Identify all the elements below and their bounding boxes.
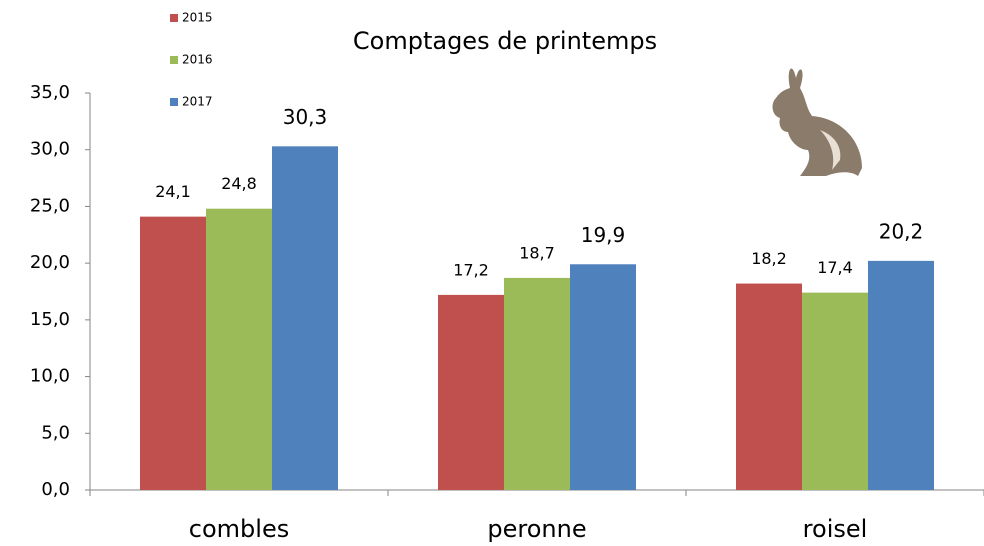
bar [736, 283, 802, 490]
chart-title: Comptages de printemps [353, 27, 657, 55]
bar [140, 216, 206, 490]
value-label: 17,2 [453, 260, 489, 279]
y-tick-label: 5,0 [41, 422, 70, 443]
value-label: 24,1 [155, 182, 191, 201]
value-label: 17,4 [817, 258, 853, 277]
hare-icon [772, 68, 862, 176]
bar [206, 208, 272, 490]
y-tick-label: 30,0 [30, 139, 70, 160]
y-tick-label: 25,0 [30, 195, 70, 216]
y-tick-label: 0,0 [41, 479, 70, 500]
bar [868, 260, 934, 490]
y-tick-label: 35,0 [30, 82, 70, 103]
legend-label: 2016 [182, 53, 213, 67]
value-label: 24,8 [221, 174, 257, 193]
legend-swatch [170, 98, 178, 106]
y-tick-label: 10,0 [30, 366, 70, 387]
legend-label: 2015 [182, 11, 213, 25]
x-tick-label: peronne [487, 515, 586, 543]
bar [570, 264, 636, 490]
bar [272, 146, 338, 490]
value-label: 30,3 [283, 105, 328, 129]
x-tick-label: roisel [803, 515, 868, 543]
value-label: 20,2 [879, 219, 924, 243]
legend-label: 2017 [182, 95, 213, 109]
bar [802, 292, 868, 490]
legend-swatch [170, 56, 178, 64]
value-label: 18,2 [751, 249, 787, 268]
x-tick-label: combles [189, 515, 289, 543]
y-tick-label: 20,0 [30, 252, 70, 273]
legend-swatch [170, 14, 178, 22]
y-tick-label: 15,0 [30, 309, 70, 330]
value-label: 18,7 [519, 243, 555, 262]
value-label: 19,9 [581, 223, 626, 247]
bar [438, 294, 504, 490]
bar [504, 277, 570, 490]
